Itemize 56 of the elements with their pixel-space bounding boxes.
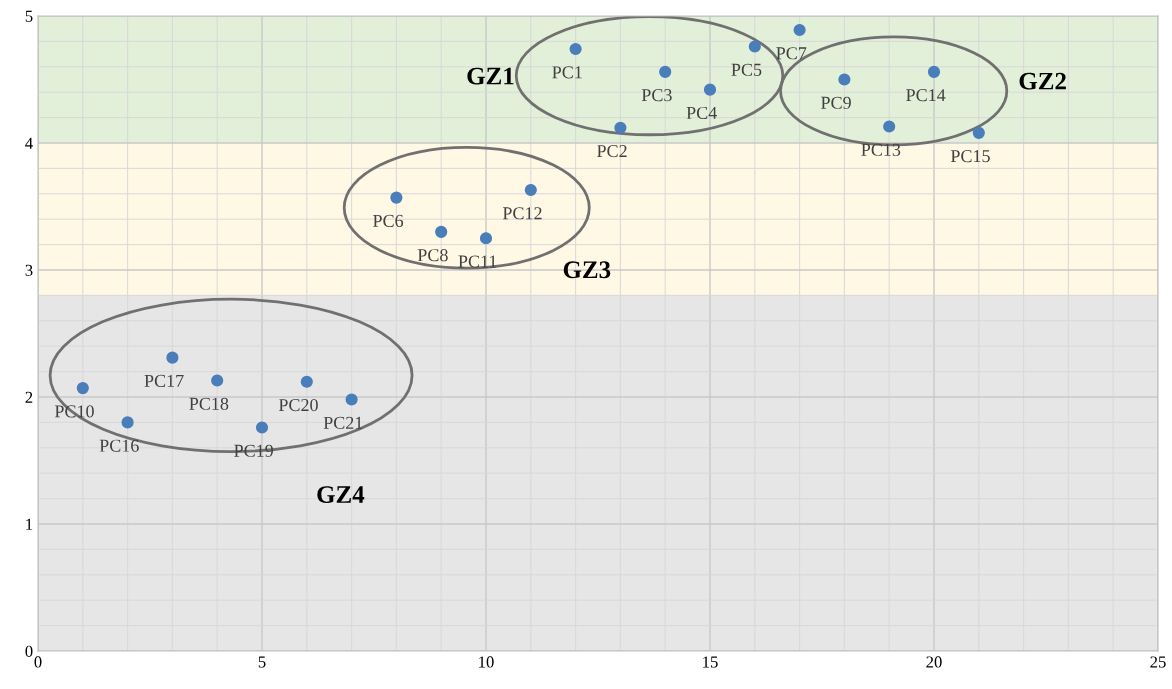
x-tick-label: 15 <box>703 656 718 668</box>
annotation: PC4 <box>686 106 717 120</box>
point <box>76 382 89 395</box>
x-tick-label: 20 <box>926 656 942 668</box>
point <box>166 351 179 364</box>
point <box>838 73 851 86</box>
annotation: PC9 <box>821 96 851 109</box>
annotation: PC16 <box>99 439 139 452</box>
annotation: GZ2 <box>1019 72 1066 90</box>
point <box>211 374 224 387</box>
point <box>255 421 269 434</box>
point <box>614 121 627 134</box>
annotation: PC7 <box>776 47 807 60</box>
annotation: GZ4 <box>317 486 365 503</box>
annotation: PC13 <box>861 143 901 156</box>
annotation: PC1 <box>552 66 582 79</box>
annotation: PC11 <box>458 255 497 268</box>
annotation: PC6 <box>373 214 404 227</box>
y-tick-label: 0 <box>25 645 33 657</box>
x-tick-label: 25 <box>1150 656 1166 668</box>
point <box>659 65 672 78</box>
y-tick-label: 4 <box>25 137 33 149</box>
y-tick-label: 1 <box>26 518 33 530</box>
x-tick-label: 0 <box>34 656 42 668</box>
annotation: PC5 <box>731 63 762 76</box>
annotation: PC21 <box>323 416 363 429</box>
point <box>121 416 134 429</box>
annotation: PC3 <box>641 89 672 102</box>
x-tick-label: 5 <box>258 656 266 668</box>
annotation: PC17 <box>144 374 184 387</box>
y-tick-label: 3 <box>25 264 33 276</box>
point <box>793 23 806 37</box>
point <box>883 120 896 133</box>
point <box>569 42 582 56</box>
point <box>748 40 761 53</box>
annotation: PC15 <box>950 150 990 163</box>
point <box>479 232 493 245</box>
point <box>345 393 358 406</box>
point <box>703 83 717 96</box>
annotation: PC12 <box>502 207 542 220</box>
y-tick-label: 2 <box>25 391 33 403</box>
annotation: PC18 <box>189 397 229 410</box>
y-tick-label: 5 <box>25 10 33 22</box>
annotation: PC14 <box>906 89 946 102</box>
point <box>972 126 985 139</box>
point <box>435 225 448 238</box>
point <box>390 191 403 204</box>
point <box>524 183 537 197</box>
annotation: GZ3 <box>563 261 611 279</box>
annotation: PC2 <box>597 145 627 158</box>
point <box>927 65 941 78</box>
annotation: GZ1 <box>467 67 514 85</box>
point <box>300 375 313 388</box>
x-tick-label: 10 <box>479 656 494 668</box>
annotation: PC8 <box>417 249 448 262</box>
annotation: PC20 <box>278 398 318 412</box>
